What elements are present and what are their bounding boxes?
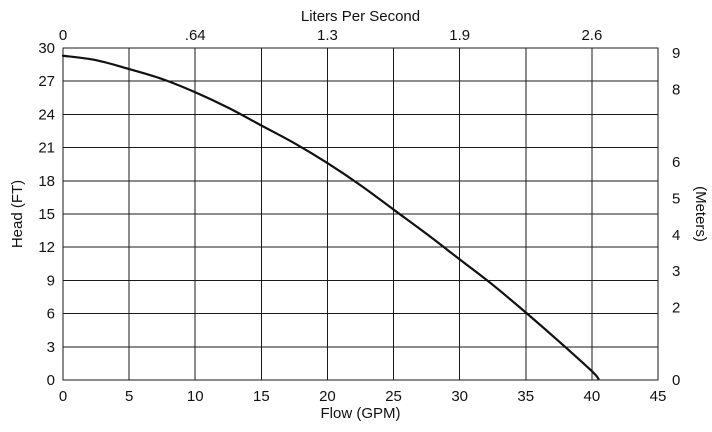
y-tick-label: 12 (38, 239, 55, 256)
curve-layer (61, 54, 600, 380)
y-tick-label: 15 (38, 206, 55, 223)
y-tick-label: 21 (38, 140, 55, 157)
x-tick-label: 25 (385, 388, 402, 405)
y-tick-labels: 0 3 6 9 12 15 18 21 24 27 30 (38, 40, 55, 389)
y2-axis-title: (Meters) (692, 186, 709, 242)
x2-tick-label: 0 (59, 27, 67, 44)
grid (62, 47, 659, 381)
y-tick-label: 30 (38, 40, 55, 57)
y-tick-label: 3 (47, 339, 55, 356)
y2-tick-label: 0 (672, 372, 680, 389)
y-tick-label: 24 (38, 106, 55, 123)
x-tick-label: 0 (59, 388, 67, 405)
y2-tick-label: 6 (672, 154, 680, 171)
y2-tick-label: 8 (672, 82, 680, 99)
x-tick-labels: 0 5 10 15 20 25 30 35 40 45 (59, 388, 667, 405)
y-tick-label: 9 (47, 272, 55, 289)
x2-tick-label: 1.3 (317, 27, 338, 44)
y2-tick-label: 2 (672, 299, 680, 316)
x-tick-label: 45 (650, 388, 667, 405)
y2-tick-label: 9 (672, 45, 680, 62)
y2-tick-label: 3 (672, 263, 680, 280)
x-tick-label: 35 (517, 388, 534, 405)
y2-tick-labels: 0 2 3 4 5 6 8 9 (672, 45, 680, 389)
x2-tick-label: 2.6 (581, 27, 602, 44)
x-tick-label: 15 (253, 388, 270, 405)
y-tick-label: 27 (38, 73, 55, 90)
y2-tick-label: 4 (672, 227, 680, 244)
y-tick-label: 18 (38, 173, 55, 190)
y-axis-title: Head (FT) (9, 180, 26, 248)
x-tick-label: 5 (125, 388, 133, 405)
x-tick-label: 30 (451, 388, 468, 405)
x-axis-title: Flow (GPM) (321, 405, 401, 422)
x-tick-label: 10 (187, 388, 204, 405)
x-tick-label: 40 (584, 388, 601, 405)
y2-tick-label: 5 (672, 191, 680, 208)
x-tick-label: 20 (319, 388, 336, 405)
x2-tick-labels: 0 .64 1.3 1.9 2.6 (59, 27, 602, 44)
plot-frame (62, 47, 659, 381)
x2-axis-title: Liters Per Second (301, 8, 420, 25)
x2-tick-label: .64 (185, 27, 206, 44)
pump-curve-line (61, 54, 600, 380)
x2-tick-label: 1.9 (449, 27, 470, 44)
y-tick-label: 6 (47, 306, 55, 323)
y-tick-label: 0 (47, 372, 55, 389)
